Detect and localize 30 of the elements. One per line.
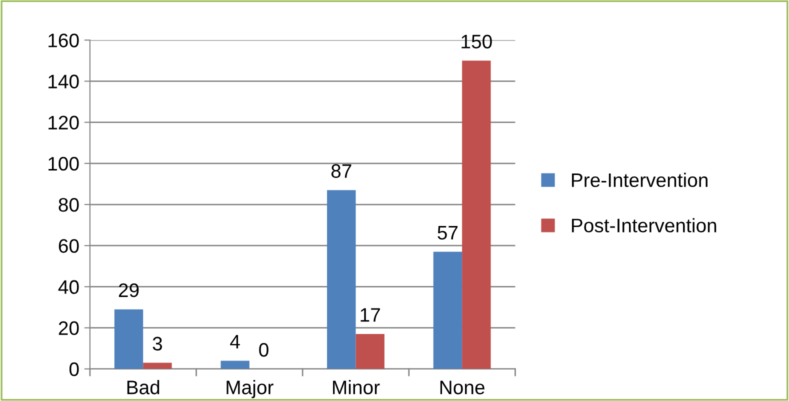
data-label: 29 (118, 283, 139, 298)
bar (143, 362, 172, 369)
y-tick-label: 0 (69, 362, 79, 376)
y-tick-label: 60 (58, 239, 79, 253)
data-label: 150 (462, 34, 492, 48)
data-label: 4 (230, 334, 240, 348)
x-tick-label: Major (226, 380, 274, 398)
y-tick-label: 140 (48, 74, 79, 88)
y-tick-label: 80 (58, 198, 79, 212)
data-label: 17 (360, 308, 380, 322)
data-label: 3 (152, 336, 162, 351)
data-label: 87 (331, 164, 352, 178)
y-tick-label: 160 (48, 34, 79, 48)
data-label: 0 (259, 342, 268, 357)
bar (462, 60, 491, 369)
bar (356, 334, 384, 369)
x-tick-label: Minor (333, 380, 380, 394)
y-tick-label: 120 (48, 116, 79, 130)
bar (327, 190, 356, 369)
y-tick-label: 20 (58, 321, 79, 336)
bar (114, 309, 144, 369)
x-tick-label: None (440, 380, 484, 394)
y-tick-label: 40 (58, 280, 79, 294)
data-label: 57 (438, 226, 458, 240)
legend-label: Post-Intervention (572, 218, 716, 232)
bar (433, 252, 462, 369)
x-tick-label: Bad (127, 380, 160, 394)
bar (220, 360, 250, 369)
legend-label: Pre-Intervention (572, 172, 708, 188)
y-tick-label: 100 (48, 156, 79, 171)
